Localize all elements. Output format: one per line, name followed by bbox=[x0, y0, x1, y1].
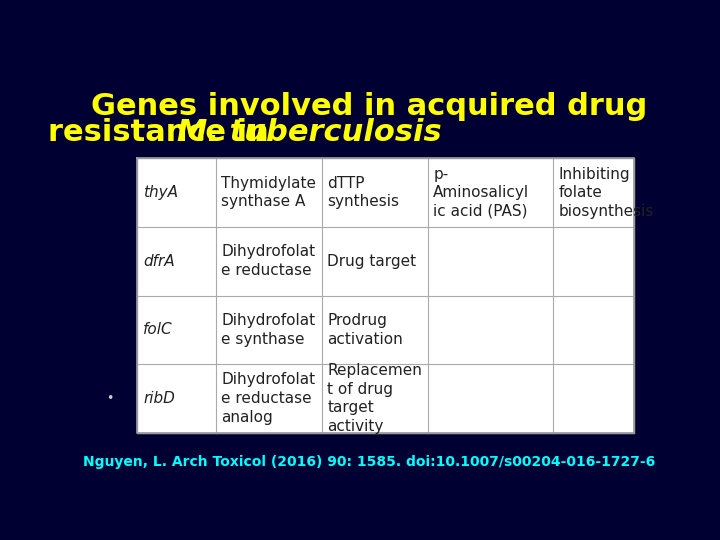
Text: Genes involved in acquired drug: Genes involved in acquired drug bbox=[91, 92, 647, 121]
Text: dTTP
synthesis: dTTP synthesis bbox=[327, 176, 399, 210]
Text: •: • bbox=[106, 392, 113, 405]
Text: Nguyen, L. Arch Toxicol (2016) 90: 1585. doi:10.1007/s00204-016-1727-6: Nguyen, L. Arch Toxicol (2016) 90: 1585.… bbox=[83, 455, 655, 469]
Text: folC: folC bbox=[143, 322, 173, 338]
Text: resistance in: resistance in bbox=[48, 118, 280, 147]
FancyBboxPatch shape bbox=[138, 158, 634, 433]
Text: M. tuberculosis: M. tuberculosis bbox=[177, 118, 441, 147]
Text: p-
Aminosalicyl
ic acid (PAS): p- Aminosalicyl ic acid (PAS) bbox=[433, 166, 529, 219]
Text: Inhibiting
folate
biosynthesis: Inhibiting folate biosynthesis bbox=[559, 166, 654, 219]
Text: Dihydrofolat
e reductase
analog: Dihydrofolat e reductase analog bbox=[221, 373, 315, 424]
Text: Thymidylate
synthase A: Thymidylate synthase A bbox=[221, 176, 316, 210]
Text: Prodrug
activation: Prodrug activation bbox=[327, 313, 403, 347]
Text: Dihydrofolat
e synthase: Dihydrofolat e synthase bbox=[221, 313, 315, 347]
Text: thyA: thyA bbox=[143, 185, 178, 200]
Text: Drug target: Drug target bbox=[327, 254, 416, 269]
Text: dfrA: dfrA bbox=[143, 254, 175, 269]
Text: Dihydrofolat
e reductase: Dihydrofolat e reductase bbox=[221, 245, 315, 278]
Text: Replacemen
t of drug
target
activity: Replacemen t of drug target activity bbox=[327, 363, 422, 434]
Text: ribD: ribD bbox=[143, 391, 175, 406]
